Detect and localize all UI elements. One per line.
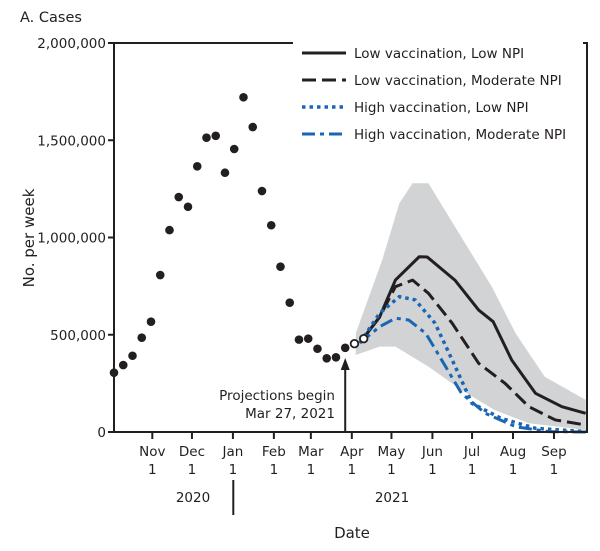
y-tick-label: 1,500,000 [37, 133, 106, 149]
observed-point [248, 122, 258, 132]
legend-bg [293, 42, 583, 62]
x-tick-month: Apr [340, 444, 364, 460]
observed-point [118, 360, 128, 370]
arrow-head-icon [340, 358, 350, 370]
observed-point [229, 144, 239, 154]
series-line-1 [358, 255, 587, 415]
observed-point [146, 317, 156, 327]
x-tick-day: 1 [270, 462, 279, 478]
x-tick-day: 1 [428, 462, 437, 478]
observed-point [294, 335, 304, 344]
x-tick-month: Nov [139, 444, 165, 460]
annotation-line2: Mar 27, 2021 [245, 406, 335, 422]
x-tick-day: 1 [188, 462, 197, 478]
observed-point [220, 168, 230, 178]
legend-label: Low vaccination, Moderate NPI [354, 73, 562, 89]
legend: Low vaccination, Low NPI Low vaccination,… [293, 42, 583, 143]
x-tick-month: Feb [262, 444, 286, 460]
observed-point [285, 298, 295, 307]
observed-point [174, 192, 184, 202]
observed-point [239, 92, 248, 102]
y-tick-label: 500,000 [50, 328, 106, 344]
y-tick-label: 0 [97, 425, 106, 441]
observed-point [128, 351, 137, 361]
x-tick-month: Jul [463, 444, 480, 460]
x-tick-month: Jan [222, 444, 244, 460]
observed-open-point [359, 333, 369, 344]
observed-point [331, 353, 341, 362]
y-tick-label: 2,000,000 [37, 36, 106, 52]
x-tick-month: Sep [541, 444, 566, 460]
y-axis-label: No. per week [20, 188, 38, 287]
x-tick-month: Mar [298, 444, 324, 460]
x-tick-month: May [377, 444, 405, 460]
legend-label: High vaccination, Moderate NPI [354, 127, 566, 143]
x-tick-day: 1 [148, 462, 157, 478]
legend-bg [293, 123, 583, 143]
observed-point [183, 202, 193, 212]
x-tick-day: 1 [387, 462, 396, 478]
x-tick-day: 1 [550, 462, 559, 478]
series-line-2 [358, 278, 586, 427]
legend-bg [293, 69, 583, 89]
x-tick-day: 1 [348, 462, 357, 478]
x-tick-day: 1 [307, 462, 316, 478]
x-tick-month: Dec [179, 444, 205, 460]
x-tick-month: Aug [500, 444, 526, 460]
observed-point [276, 262, 285, 271]
observed-point [303, 334, 313, 343]
observed-point [155, 270, 165, 280]
year-label-2021: 2021 [375, 490, 409, 506]
observed-point [211, 131, 221, 141]
year-label-2020: 2020 [176, 490, 210, 506]
legend-bg [293, 96, 583, 116]
observed-point [165, 225, 174, 235]
observed-point [202, 133, 211, 143]
observed-point [266, 220, 276, 230]
annotation-line1: Projections begin [219, 388, 335, 404]
legend-label: Low vaccination, Low NPI [354, 46, 524, 62]
year-labels: 2020 2021 [176, 480, 409, 515]
observed-open-point [349, 338, 360, 349]
uncertainty-band [355, 183, 586, 431]
x-tick-day: 1 [509, 462, 518, 478]
series-line-3 [358, 294, 586, 434]
observed-point [137, 333, 147, 342]
y-tick-label: 1,000,000 [37, 231, 106, 247]
panel-title: A. Cases [20, 10, 82, 26]
observed-point [257, 186, 267, 196]
x-tick-day: 1 [468, 462, 477, 478]
legend-label: High vaccination, Low NPI [354, 100, 529, 116]
projection-annotation: Projections begin Mar 27, 2021 [219, 358, 350, 432]
x-tick-month: Jun [421, 444, 443, 460]
x-axis-label: Date [334, 524, 370, 542]
observed-point [322, 353, 332, 363]
series-line-4 [358, 316, 586, 434]
observed-point [340, 343, 350, 353]
x-tick-day: 1 [229, 462, 238, 478]
observed-point [192, 162, 202, 171]
observed-point [313, 344, 322, 354]
